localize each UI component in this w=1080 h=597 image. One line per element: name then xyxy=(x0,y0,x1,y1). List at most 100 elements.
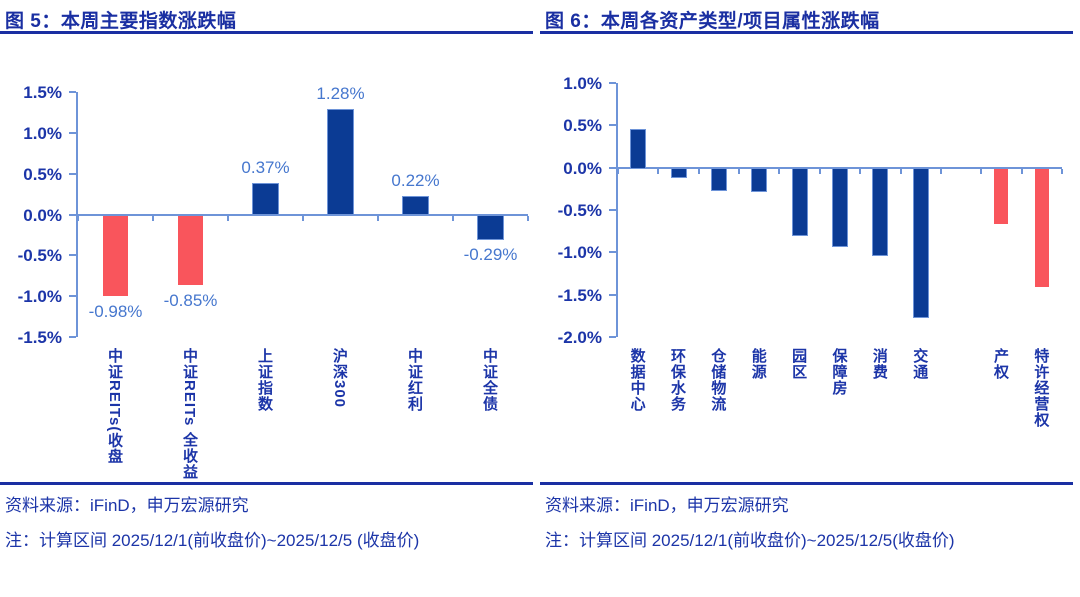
figure-5-title: 图 5：本周主要指数涨跌幅 xyxy=(5,11,237,32)
bar-value-label: 1.28% xyxy=(316,83,365,103)
bar-value-label: -0.85% xyxy=(163,290,218,310)
y-tick-label: -1.0% xyxy=(557,243,602,263)
figure-6-footer-divider xyxy=(540,482,1073,485)
x-axis-zero-line xyxy=(618,166,1062,169)
y-tick-label: 1.0% xyxy=(563,74,602,93)
bar xyxy=(994,168,1009,224)
category-tick xyxy=(657,168,660,174)
category-tick xyxy=(527,215,529,221)
category-label: 中证红利 xyxy=(406,348,423,412)
y-axis-tick xyxy=(609,336,616,338)
bar xyxy=(477,214,504,241)
y-axis-line xyxy=(616,83,618,337)
y-axis-tick xyxy=(609,124,616,127)
category-label: 产权 xyxy=(991,348,1009,380)
figure-5-footer-divider xyxy=(0,482,533,485)
bar xyxy=(791,167,808,236)
figure-6-note: 注：计算区间 2025/12/1(前收盘价)~2025/12/5(收盘价) xyxy=(545,531,955,550)
figure-6-title-underline xyxy=(540,31,1073,34)
bar xyxy=(832,167,848,247)
y-tick-label: 0.0% xyxy=(563,158,602,178)
figure-5-title-underline xyxy=(0,31,533,34)
category-tick xyxy=(738,168,741,174)
y-axis-tick xyxy=(69,91,76,93)
category-tick xyxy=(452,215,454,221)
y-tick-label: -2.0% xyxy=(557,328,602,347)
bar xyxy=(710,167,727,191)
bar xyxy=(630,129,647,169)
bar xyxy=(912,167,929,318)
category-label: 消费 xyxy=(870,348,888,380)
y-tick-label: -1.5% xyxy=(17,328,62,347)
y-tick-label: -1.5% xyxy=(557,285,602,305)
category-tick xyxy=(697,168,700,174)
y-tick-label: 0.0% xyxy=(23,205,62,225)
y-axis-line xyxy=(76,92,78,337)
y-axis-tick xyxy=(609,209,616,211)
category-tick xyxy=(77,215,79,221)
category-label: 沪深300 xyxy=(331,348,348,409)
bar xyxy=(327,108,354,216)
bar xyxy=(1034,168,1049,288)
category-label: 环保水务 xyxy=(669,348,687,412)
y-axis-tick xyxy=(69,131,76,134)
bar-value-label: 0.37% xyxy=(241,158,290,178)
bar xyxy=(751,167,768,192)
category-label: 特许经营权 xyxy=(1032,348,1050,428)
category-label: 保障房 xyxy=(830,348,848,396)
bar xyxy=(670,167,687,179)
bar-value-label: -0.98% xyxy=(88,301,143,321)
y-axis-tick xyxy=(69,172,76,175)
bar xyxy=(178,215,203,285)
bar-value-label: -0.29% xyxy=(463,245,518,265)
figure-5-panel: 图 5：本周主要指数涨跌幅 1.5% 1.0% 0.5% 0.0% -0.5% -1.0%… xyxy=(0,11,540,550)
category-label: 中证REITs(收盘 xyxy=(106,348,123,465)
category-label: 中证全债 xyxy=(481,348,498,412)
figure-6-bar-chart: 1.0% 0.5% 0.0% -0.5% -1.0% -1.5% -2.0% 数据中心 环保水务… xyxy=(540,60,1080,483)
bar-value-label: 0.22% xyxy=(391,170,440,190)
category-tick xyxy=(899,168,902,174)
category-label: 能源 xyxy=(749,348,767,380)
y-tick-label: -1.0% xyxy=(17,287,62,307)
category-tick xyxy=(617,168,619,174)
category-tick xyxy=(1020,168,1023,174)
figure-6-panel: 图 6：本周各资产类型/项目属性涨跌幅 1.0% 0.5% 0.0% -0.5% -1.… xyxy=(540,0,1080,597)
bar xyxy=(252,183,279,216)
category-tick xyxy=(939,168,942,174)
category-tick xyxy=(302,215,304,221)
y-axis-tick xyxy=(69,295,76,298)
category-label: 中证REITs 全收益 xyxy=(181,348,198,480)
y-tick-label: 0.5% xyxy=(23,164,62,184)
bar xyxy=(872,167,889,257)
category-tick xyxy=(859,168,862,174)
category-tick xyxy=(818,168,821,174)
category-tick xyxy=(1061,168,1063,174)
y-axis-tick xyxy=(609,251,616,254)
y-tick-label: -0.5% xyxy=(17,246,62,266)
y-axis-tick xyxy=(609,293,616,296)
bar xyxy=(103,215,128,296)
y-axis-tick xyxy=(609,82,616,84)
figure-5-source: 资料来源：iFinD，申万宏源研究 xyxy=(5,496,249,515)
category-tick xyxy=(152,215,154,221)
category-tick xyxy=(778,168,781,174)
y-axis-tick xyxy=(69,254,76,257)
figure-6-title: 图 6：本周各资产类型/项目属性涨跌幅 xyxy=(545,11,880,32)
bar xyxy=(402,195,429,216)
figure-5-bar-chart: 1.5% 1.0% 0.5% 0.0% -0.5% -1.0% -1.5% -0.98% 中证R… xyxy=(0,60,540,483)
category-label: 上证指数 xyxy=(256,348,273,412)
y-tick-label: 0.5% xyxy=(563,116,602,136)
x-axis-zero-line xyxy=(78,213,528,216)
category-tick xyxy=(377,215,379,221)
category-label: 交通 xyxy=(911,348,929,380)
category-tick xyxy=(980,168,983,174)
category-label: 仓储物流 xyxy=(709,348,727,412)
figure-6-source: 资料来源：iFinD，申万宏源研究 xyxy=(545,496,789,515)
y-tick-label: 1.5% xyxy=(23,83,62,102)
category-label: 园区 xyxy=(790,348,808,380)
category-label: 数据中心 xyxy=(628,348,646,412)
y-axis-tick xyxy=(69,213,76,216)
y-tick-label: 1.0% xyxy=(23,123,62,143)
y-axis-tick xyxy=(609,166,616,169)
